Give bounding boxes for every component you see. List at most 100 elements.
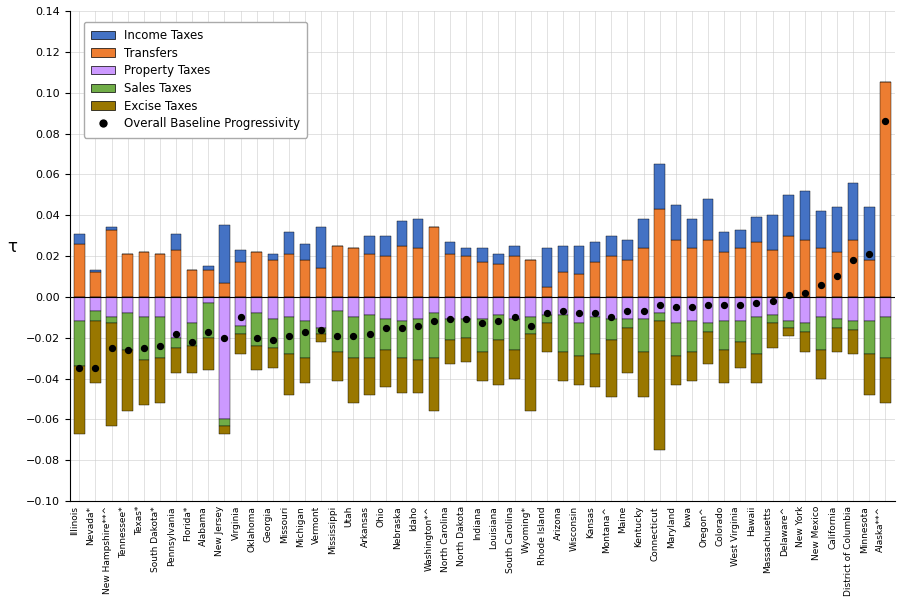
Bar bbox=[510, 297, 520, 320]
Bar bbox=[139, 317, 149, 360]
Bar bbox=[832, 297, 842, 320]
Bar bbox=[90, 270, 101, 273]
Bar bbox=[703, 297, 713, 323]
Bar bbox=[139, 360, 149, 405]
Bar bbox=[139, 252, 149, 297]
Bar bbox=[170, 233, 181, 250]
Overall Baseline Progressivity bbox=[621, 306, 635, 316]
Bar bbox=[235, 297, 246, 326]
Bar bbox=[155, 254, 165, 297]
Bar bbox=[751, 217, 761, 242]
Bar bbox=[784, 236, 794, 297]
Bar bbox=[639, 320, 649, 352]
Bar bbox=[316, 227, 327, 268]
Bar bbox=[106, 227, 117, 230]
Bar bbox=[170, 250, 181, 297]
Bar bbox=[268, 260, 278, 297]
Bar bbox=[735, 248, 746, 297]
Overall Baseline Progressivity bbox=[636, 306, 650, 316]
Bar bbox=[445, 320, 456, 340]
Bar bbox=[187, 346, 198, 373]
Bar bbox=[768, 323, 778, 348]
Bar bbox=[864, 354, 875, 395]
Overall Baseline Progressivity bbox=[846, 255, 861, 265]
Bar bbox=[526, 297, 536, 317]
Bar bbox=[799, 332, 810, 352]
Overall Baseline Progressivity bbox=[830, 272, 844, 282]
Overall Baseline Progressivity bbox=[652, 300, 667, 310]
Overall Baseline Progressivity bbox=[410, 321, 425, 330]
Bar bbox=[219, 297, 230, 420]
Bar bbox=[268, 254, 278, 260]
Overall Baseline Progressivity bbox=[701, 300, 715, 310]
Bar bbox=[703, 332, 713, 364]
Overall Baseline Progressivity bbox=[604, 312, 619, 322]
Bar bbox=[848, 330, 859, 354]
Bar bbox=[639, 297, 649, 320]
Bar bbox=[848, 240, 859, 297]
Bar bbox=[397, 321, 407, 358]
Bar bbox=[461, 248, 472, 256]
Bar bbox=[686, 297, 697, 321]
Bar bbox=[461, 320, 472, 338]
Bar bbox=[784, 327, 794, 336]
Bar bbox=[332, 246, 343, 297]
Bar bbox=[477, 320, 488, 352]
Bar bbox=[477, 248, 488, 262]
Bar bbox=[493, 297, 503, 315]
Overall Baseline Progressivity bbox=[572, 309, 586, 318]
Overall Baseline Progressivity bbox=[298, 327, 312, 336]
Bar bbox=[768, 250, 778, 297]
Overall Baseline Progressivity bbox=[685, 302, 699, 312]
Bar bbox=[90, 311, 101, 321]
Overall Baseline Progressivity bbox=[152, 341, 167, 351]
Bar bbox=[74, 297, 85, 321]
Bar bbox=[590, 354, 601, 387]
Bar bbox=[284, 354, 294, 395]
Bar bbox=[428, 314, 439, 358]
Bar bbox=[445, 254, 456, 297]
Overall Baseline Progressivity bbox=[217, 333, 232, 343]
Bar bbox=[397, 221, 407, 246]
Bar bbox=[557, 246, 568, 273]
Bar bbox=[299, 321, 310, 358]
Bar bbox=[493, 254, 503, 264]
Overall Baseline Progressivity bbox=[765, 296, 779, 306]
Bar bbox=[557, 273, 568, 297]
Legend: Income Taxes, Transfers, Property Taxes, Sales Taxes, Excise Taxes, Overall Base: Income Taxes, Transfers, Property Taxes,… bbox=[84, 22, 308, 137]
Overall Baseline Progressivity bbox=[169, 329, 183, 338]
Bar bbox=[187, 323, 198, 346]
Bar bbox=[880, 317, 890, 358]
Bar bbox=[815, 211, 826, 248]
Bar bbox=[170, 297, 181, 338]
Bar bbox=[799, 323, 810, 332]
Bar bbox=[235, 326, 246, 333]
Bar bbox=[848, 297, 859, 321]
Bar bbox=[332, 311, 343, 352]
Bar bbox=[557, 352, 568, 380]
Bar bbox=[751, 354, 761, 383]
Bar bbox=[541, 323, 552, 352]
Bar bbox=[719, 252, 730, 297]
Bar bbox=[735, 321, 746, 342]
Bar bbox=[784, 195, 794, 236]
Overall Baseline Progressivity bbox=[136, 343, 151, 353]
Bar bbox=[461, 297, 472, 320]
Bar bbox=[445, 297, 456, 320]
Bar bbox=[348, 248, 359, 297]
Bar bbox=[768, 315, 778, 323]
Bar bbox=[606, 256, 617, 297]
Overall Baseline Progressivity bbox=[556, 306, 570, 316]
Bar bbox=[284, 317, 294, 354]
Overall Baseline Progressivity bbox=[185, 337, 199, 347]
Bar bbox=[268, 297, 278, 320]
Bar bbox=[316, 333, 327, 342]
Bar bbox=[412, 320, 423, 360]
Bar bbox=[235, 333, 246, 354]
Overall Baseline Progressivity bbox=[492, 317, 506, 326]
Bar bbox=[510, 350, 520, 379]
Bar bbox=[670, 205, 681, 240]
Bar bbox=[719, 321, 730, 350]
Bar bbox=[445, 242, 456, 254]
Bar bbox=[719, 297, 730, 321]
